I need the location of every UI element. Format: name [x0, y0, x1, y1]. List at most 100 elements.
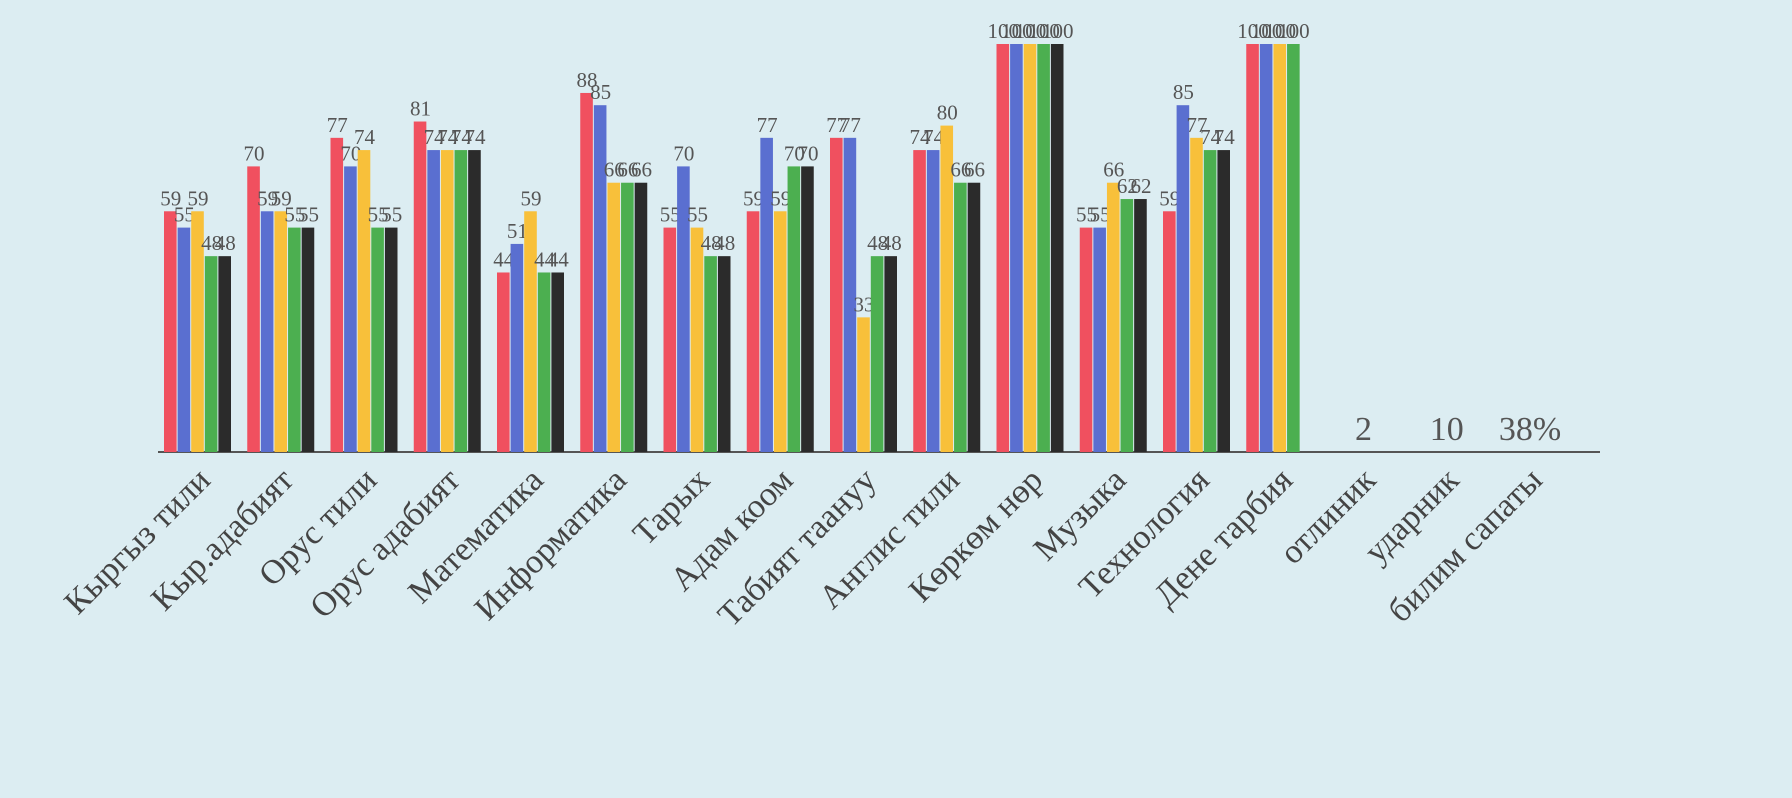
data-label: 66 [1103, 158, 1124, 182]
bar [580, 92, 593, 453]
bar [704, 256, 717, 452]
note-label: 10 [1430, 411, 1464, 448]
data-label: 59 [770, 186, 791, 210]
bar [1217, 150, 1230, 452]
bar [357, 150, 371, 452]
bar [717, 256, 731, 452]
bar [524, 211, 537, 452]
bar [634, 182, 648, 452]
bar [177, 227, 191, 452]
bar [537, 272, 551, 452]
bar [497, 272, 510, 452]
bar [830, 137, 843, 452]
note-label: 38% [1499, 411, 1561, 448]
bar [468, 150, 481, 452]
bar [1010, 44, 1023, 452]
data-label: 48 [714, 231, 735, 255]
data-label: 66 [964, 158, 985, 182]
bar [843, 137, 857, 452]
bar [218, 256, 231, 452]
bar [801, 166, 814, 452]
data-label: 70 [244, 141, 265, 165]
data-label: 59 [160, 186, 181, 210]
data-label: 70 [797, 141, 818, 165]
data-label: 59 [188, 186, 209, 210]
data-label: 77 [840, 113, 861, 137]
bar [663, 227, 677, 452]
bar [274, 211, 288, 452]
bar [1120, 199, 1134, 452]
data-label: 81 [410, 97, 431, 121]
bar [413, 121, 427, 453]
data-label: 59 [521, 186, 542, 210]
data-label: 100 [988, 19, 1020, 43]
data-label: 62 [1117, 174, 1138, 198]
data-label: 70 [673, 141, 694, 165]
bar [913, 150, 926, 452]
bar [787, 166, 801, 452]
bar [1259, 44, 1273, 452]
bar [1176, 105, 1190, 452]
bar [454, 150, 468, 452]
bar [164, 211, 177, 452]
data-label: 66 [604, 158, 625, 182]
data-label: 66 [950, 158, 971, 182]
bar [690, 227, 704, 452]
bar [301, 227, 315, 452]
data-label: 55 [284, 203, 305, 227]
bar [677, 166, 690, 452]
bar [870, 256, 884, 452]
data-label: 85 [1173, 80, 1194, 104]
data-label: 44 [548, 247, 570, 271]
bar [884, 256, 897, 452]
data-label: 48 [201, 231, 222, 255]
data-label: 74 [437, 125, 459, 149]
bar [621, 182, 634, 452]
data-label: 88 [577, 68, 598, 92]
bar [1246, 44, 1259, 452]
bar [1134, 199, 1147, 452]
data-label: 33 [854, 292, 875, 316]
bar [371, 227, 384, 452]
data-label: 48 [701, 231, 722, 255]
bar [593, 105, 607, 452]
bar [384, 227, 398, 452]
data-label: 55 [368, 203, 389, 227]
data-label: 55 [174, 203, 195, 227]
data-label: 59 [271, 186, 292, 210]
bar [191, 211, 204, 452]
data-label: 44 [493, 247, 515, 271]
data-label: 77 [1187, 113, 1208, 137]
data-label: 70 [340, 141, 361, 165]
data-label: 74 [1200, 125, 1222, 149]
bar [551, 272, 564, 452]
bar [1037, 44, 1050, 452]
data-label: 55 [1076, 203, 1097, 227]
bar [440, 150, 454, 452]
bar [940, 125, 954, 452]
data-label: 51 [507, 219, 528, 243]
data-label: 62 [1130, 174, 1151, 198]
bar [510, 243, 524, 452]
data-label: 55 [687, 203, 708, 227]
data-label: 100 [1042, 19, 1074, 43]
bar [996, 44, 1010, 452]
data-label: 74 [1214, 125, 1236, 149]
data-label: 44 [534, 247, 556, 271]
data-label: 55 [381, 203, 402, 227]
bar [427, 150, 440, 452]
data-label: 55 [1090, 203, 1111, 227]
bar [773, 211, 787, 452]
data-label: 77 [757, 113, 778, 137]
data-label: 48 [881, 231, 902, 255]
data-label: 100 [1265, 19, 1297, 43]
data-label: 85 [590, 80, 611, 104]
data-label: 48 [867, 231, 888, 255]
bar [330, 137, 344, 452]
bar [746, 211, 760, 452]
data-label: 59 [1159, 186, 1180, 210]
bar [1273, 44, 1287, 452]
data-label: 48 [215, 231, 236, 255]
bar [1023, 44, 1037, 452]
